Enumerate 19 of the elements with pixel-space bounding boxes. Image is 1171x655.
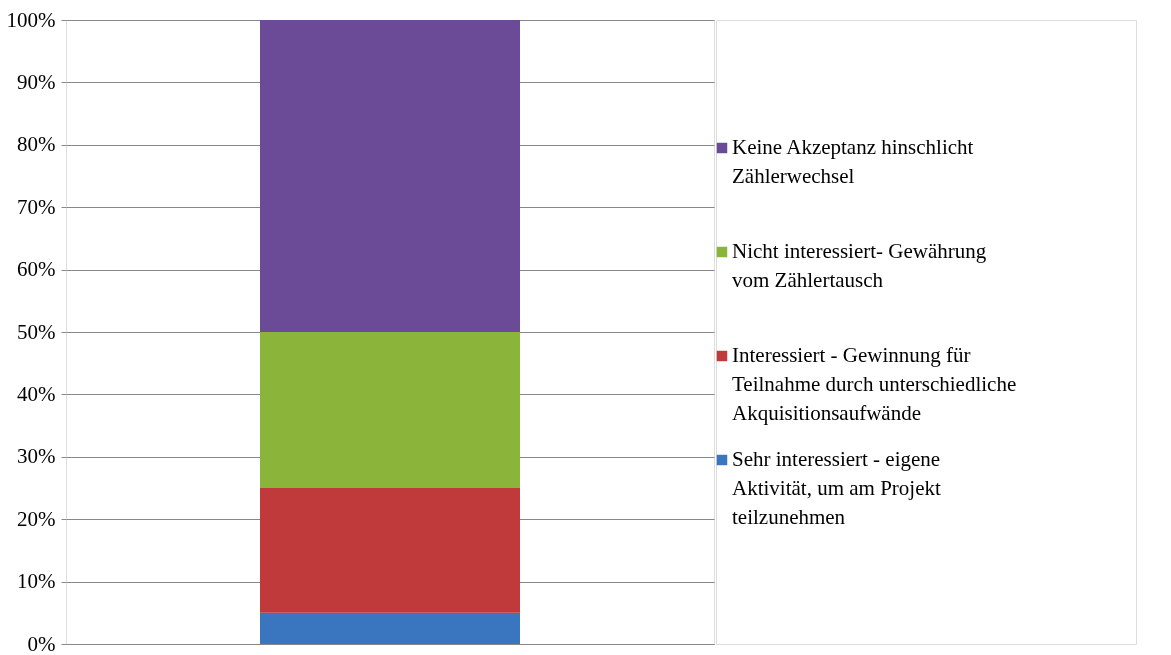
bar <box>260 20 520 332</box>
y-tick-label: 40% <box>17 381 56 406</box>
y-tick-label: 60% <box>17 257 56 282</box>
y-tick-label: 20% <box>17 506 56 531</box>
y-tick-label: 70% <box>17 194 56 219</box>
y-tick-label: 0% <box>27 631 56 655</box>
y-tick-label: 10% <box>17 569 56 594</box>
legend-label: Keine Akzeptanz hinschlicht Zählerwechsel <box>732 135 974 188</box>
y-tick-label: 50% <box>17 319 56 344</box>
legend-label: Sehr interessiert - eigene Aktivität, um am Projekt teilzunehmen <box>732 447 941 529</box>
y-tick-label: 30% <box>17 444 56 469</box>
y-tick-label: 90% <box>17 69 56 94</box>
legend-label: Nicht interessiert- Gewährung vom Zählertausch <box>732 239 987 292</box>
bar <box>260 488 520 613</box>
bar <box>260 332 520 488</box>
y-tick-label: 100% <box>6 7 56 32</box>
bar <box>260 612 520 644</box>
legend-label: Interessiert - Gewinnung für Teilnahme durch unterschiedliche Akquisitionsaufwände <box>732 343 1017 425</box>
y-tick-label: 80% <box>17 132 56 157</box>
